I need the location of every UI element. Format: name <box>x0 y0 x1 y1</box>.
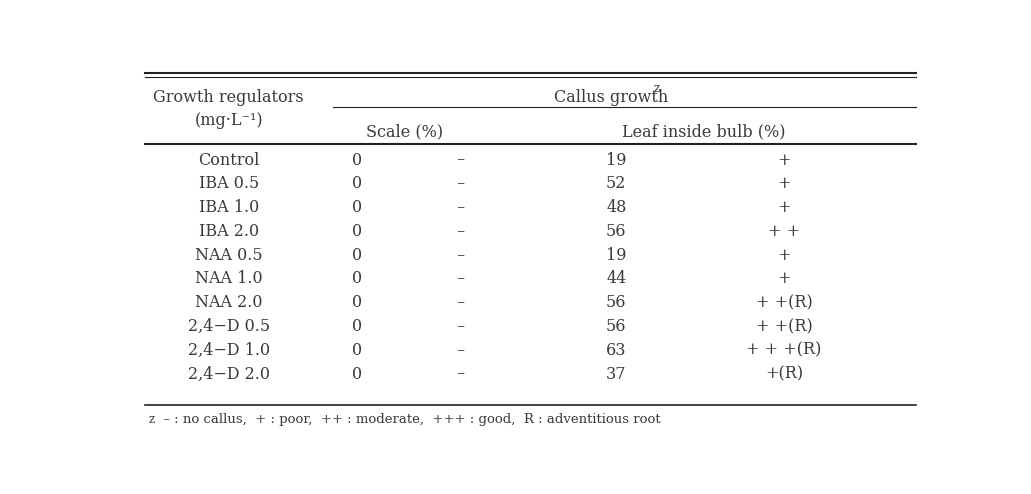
Text: – : no callus,  + : poor,  ++ : moderate,  +++ : good,  R : adventitious root: – : no callus, + : poor, ++ : moderate, … <box>159 413 661 426</box>
Text: 0: 0 <box>352 342 362 359</box>
Text: 0: 0 <box>352 318 362 335</box>
Text: –: – <box>457 247 465 264</box>
Text: Callus growth: Callus growth <box>554 89 668 106</box>
Text: Leaf inside bulb (%): Leaf inside bulb (%) <box>623 124 786 141</box>
Text: (mg·L⁻¹): (mg·L⁻¹) <box>195 112 263 128</box>
Text: 48: 48 <box>606 199 627 216</box>
Text: IBA 1.0: IBA 1.0 <box>199 199 259 216</box>
Text: +: + <box>777 175 791 192</box>
Text: NAA 0.5: NAA 0.5 <box>195 247 263 264</box>
Text: Growth regulators: Growth regulators <box>154 89 304 106</box>
Text: 2,4−D 2.0: 2,4−D 2.0 <box>188 366 270 382</box>
Text: 0: 0 <box>352 152 362 168</box>
Text: NAA 2.0: NAA 2.0 <box>195 294 263 311</box>
Text: z: z <box>148 413 155 426</box>
Text: IBA 0.5: IBA 0.5 <box>199 175 259 192</box>
Text: Control: Control <box>198 152 260 168</box>
Text: 2,4−D 0.5: 2,4−D 0.5 <box>188 318 270 335</box>
Text: NAA 1.0: NAA 1.0 <box>195 270 263 288</box>
Text: + +(R): + +(R) <box>756 294 812 311</box>
Text: 0: 0 <box>352 247 362 264</box>
Text: +(R): +(R) <box>765 366 803 382</box>
Text: 56: 56 <box>606 223 627 240</box>
Text: 37: 37 <box>606 366 627 382</box>
Text: Scale (%): Scale (%) <box>366 124 443 141</box>
Text: –: – <box>457 318 465 335</box>
Text: + + +(R): + + +(R) <box>746 342 822 359</box>
Text: +: + <box>777 152 791 168</box>
Text: 19: 19 <box>606 247 627 264</box>
Text: 44: 44 <box>606 270 627 288</box>
Text: –: – <box>457 152 465 168</box>
Text: 0: 0 <box>352 199 362 216</box>
Text: –: – <box>457 223 465 240</box>
Text: –: – <box>457 270 465 288</box>
Text: 0: 0 <box>352 270 362 288</box>
Text: +: + <box>777 247 791 264</box>
Text: 2,4−D 1.0: 2,4−D 1.0 <box>188 342 270 359</box>
Text: 0: 0 <box>352 223 362 240</box>
Text: IBA 2.0: IBA 2.0 <box>199 223 259 240</box>
Text: 52: 52 <box>606 175 627 192</box>
Text: 0: 0 <box>352 294 362 311</box>
Text: +: + <box>777 199 791 216</box>
Text: +: + <box>777 270 791 288</box>
Text: –: – <box>457 199 465 216</box>
Text: z: z <box>654 82 660 95</box>
Text: –: – <box>457 294 465 311</box>
Text: –: – <box>457 366 465 382</box>
Text: 0: 0 <box>352 175 362 192</box>
Text: –: – <box>457 342 465 359</box>
Text: + +(R): + +(R) <box>756 318 812 335</box>
Text: 0: 0 <box>352 366 362 382</box>
Text: –: – <box>457 175 465 192</box>
Text: 56: 56 <box>606 294 627 311</box>
Text: 19: 19 <box>606 152 627 168</box>
Text: 63: 63 <box>606 342 627 359</box>
Text: + +: + + <box>768 223 800 240</box>
Text: 56: 56 <box>606 318 627 335</box>
